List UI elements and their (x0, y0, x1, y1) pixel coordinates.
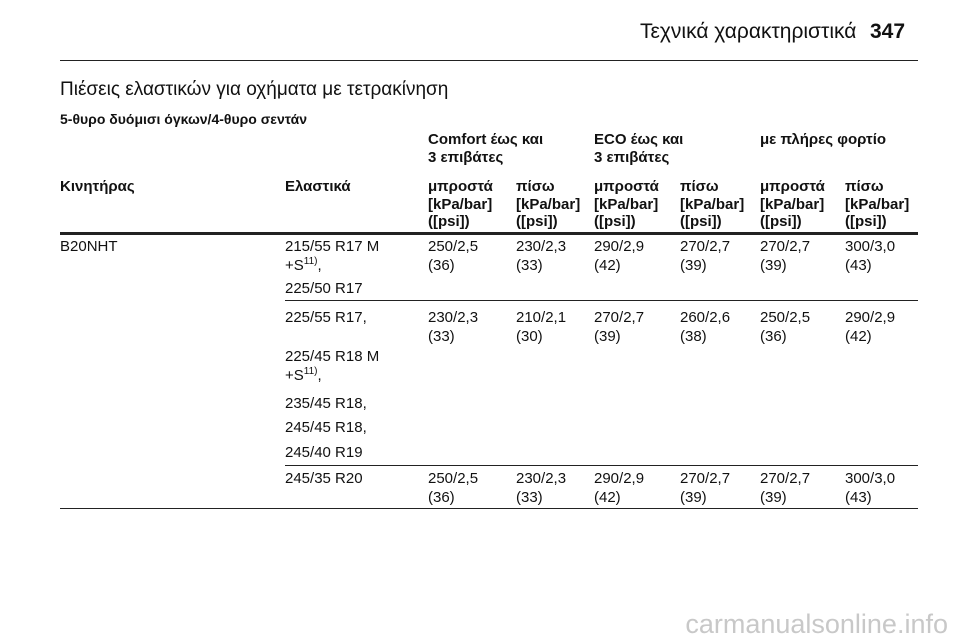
pressure-value: 270/2,7 (680, 470, 731, 487)
pressure-value: (39) (680, 257, 707, 274)
pressure-value: 230/2,3 (516, 238, 567, 255)
pressure-value: (39) (760, 489, 787, 506)
tire-size: +S11), (285, 366, 322, 385)
rule (60, 60, 918, 61)
pressure-value: 270/2,7 (760, 238, 811, 255)
engine: B20NHT (60, 238, 118, 255)
pressure-value: (39) (594, 328, 621, 345)
unit-label: ([psi]) (516, 213, 558, 230)
group-header: 3 επιβάτες (594, 149, 670, 166)
punctuation: , (317, 257, 322, 274)
pressure-value: (43) (845, 489, 872, 506)
tire-size: 245/45 R18, (285, 419, 367, 436)
tire-size: 235/45 R18, (285, 395, 367, 412)
pressure-value: 250/2,5 (428, 470, 479, 487)
unit-label: [kPa/bar] (845, 196, 910, 213)
unit-label: [kPa/bar] (428, 196, 493, 213)
pressure-value: (33) (428, 328, 455, 345)
pressure-value: (36) (428, 257, 455, 274)
pressure-value: (42) (594, 489, 621, 506)
unit-label: [kPa/bar] (516, 196, 581, 213)
column-header: πίσω (516, 178, 555, 195)
column-header: πίσω (680, 178, 719, 195)
column-header: μπροστά (760, 178, 825, 195)
unit-label: [kPa/bar] (760, 196, 825, 213)
pressure-value: (33) (516, 257, 543, 274)
group-header: 3 επιβάτες (428, 149, 504, 166)
footnote-ref: 11) (303, 366, 318, 377)
column-header: μπροστά (428, 178, 493, 195)
title: Πιέσεις ελαστικών για οχήματα με τετρακί… (60, 79, 449, 100)
pressure-value: 300/3,0 (845, 470, 896, 487)
unit-label: ([psi]) (428, 213, 470, 230)
pressure-value: (38) (680, 328, 707, 345)
pressure-value: 210/2,1 (516, 309, 567, 326)
pressure-value: 250/2,5 (760, 309, 811, 326)
tire-size: 225/55 R17, (285, 309, 367, 326)
watermark: carmanualsonline.info (685, 609, 948, 639)
table-rule (285, 300, 918, 301)
pressure-value: (39) (680, 489, 707, 506)
pressure-value: (42) (594, 257, 621, 274)
pressure-value: 250/2,5 (428, 238, 479, 255)
pressure-value: (43) (845, 257, 872, 274)
pressure-value: (39) (760, 257, 787, 274)
pressure-value: 290/2,9 (845, 309, 896, 326)
pressure-value: 230/2,3 (516, 470, 567, 487)
pressure-value: 290/2,9 (594, 470, 645, 487)
tire-size: 245/40 R19 (285, 444, 363, 461)
pressure-value: 270/2,7 (760, 470, 811, 487)
unit-label: ([psi]) (760, 213, 802, 230)
pressure-value: (33) (516, 489, 543, 506)
pressure-value: (42) (845, 328, 872, 345)
unit-label: [kPa/bar] (594, 196, 659, 213)
pressure-value: 270/2,7 (594, 309, 645, 326)
column-header: Ελαστικά (285, 178, 351, 195)
tire-size: 225/50 R17 (285, 280, 363, 297)
table-rule (60, 508, 918, 509)
pressure-value: (36) (428, 489, 455, 506)
tire-size: 225/45 R18 M (285, 348, 380, 365)
unit-label: ([psi]) (680, 213, 722, 230)
tire-size: 215/55 R17 M (285, 238, 380, 255)
pressure-value: 260/2,6 (680, 309, 731, 326)
page-number: 347 (870, 20, 906, 43)
footnote-ref: 11) (303, 256, 318, 267)
punctuation: , (317, 367, 322, 384)
unit-label: [kPa/bar] (680, 196, 745, 213)
tire-size: 245/35 R20 (285, 470, 363, 487)
group-header: με πλήρες φορτίο (760, 131, 887, 148)
section-title: Τεχνικά χαρακτηριστικά (640, 20, 857, 43)
pressure-value: 300/3,0 (845, 238, 896, 255)
column-header: Κινητήρας (60, 178, 135, 195)
group-header: ECO έως και (594, 131, 684, 148)
pressure-value: 230/2,3 (428, 309, 479, 326)
tire-size: +S11), (285, 256, 322, 275)
table-rule (285, 465, 918, 466)
unit-label: ([psi]) (594, 213, 636, 230)
group-header: Comfort έως και (428, 131, 544, 148)
pressure-value: 290/2,9 (594, 238, 645, 255)
pressure-value: (36) (760, 328, 787, 345)
subtitle: 5-θυρο δυόμισι όγκων/4-θυρο σεντάν (60, 111, 307, 127)
pressure-value: (30) (516, 328, 543, 345)
pressure-value: 270/2,7 (680, 238, 731, 255)
table-rule (60, 232, 918, 235)
column-header: πίσω (845, 178, 884, 195)
column-header: μπροστά (594, 178, 659, 195)
unit-label: ([psi]) (845, 213, 887, 230)
